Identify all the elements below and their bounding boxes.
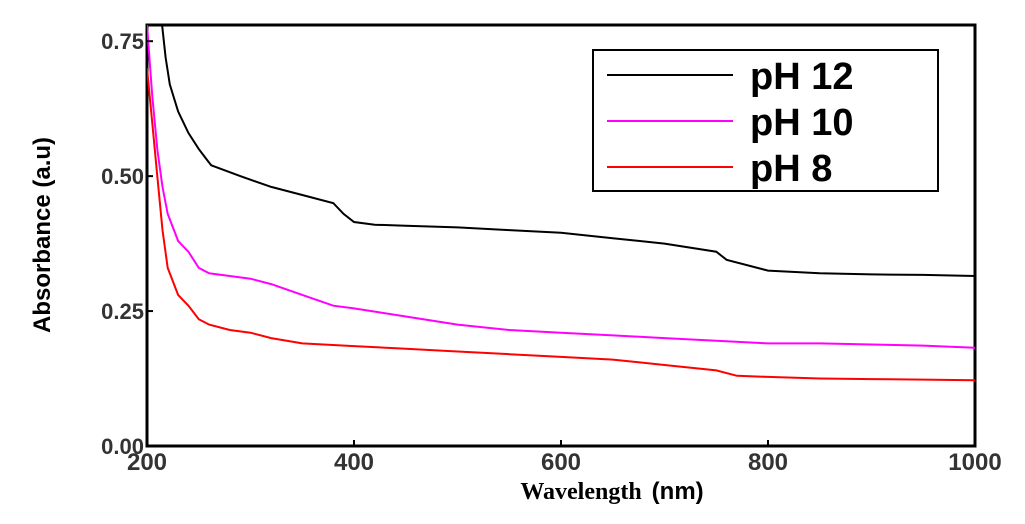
legend-label: pH 10 [750,102,853,144]
y-tick-label: 0.00 [101,434,144,459]
x-tick-label: 800 [748,449,788,476]
y-tick-label: 0.50 [101,164,144,189]
x-tick-label: 1000 [948,449,1001,476]
y-tick-label: 0.25 [101,299,144,324]
legend-label: pH 8 [750,148,832,190]
x-axis-label-unit: (nm) [652,478,704,505]
x-axis-label-word: Wavelength [520,479,641,505]
series-line-ph-8 [147,68,975,382]
x-tick-label: 600 [541,449,581,476]
x-tick-label: 200 [127,449,167,476]
series-line-ph-12 [161,25,975,277]
x-tick-label: 400 [334,449,374,476]
legend-label: pH 12 [750,56,853,98]
y-tick-label: 0.75 [101,29,144,54]
series-line-ph-10 [147,25,975,349]
x-axis-label: Wavelength (nm) [520,478,703,505]
y-axis-label: Absorbance (a.u) [29,137,56,333]
